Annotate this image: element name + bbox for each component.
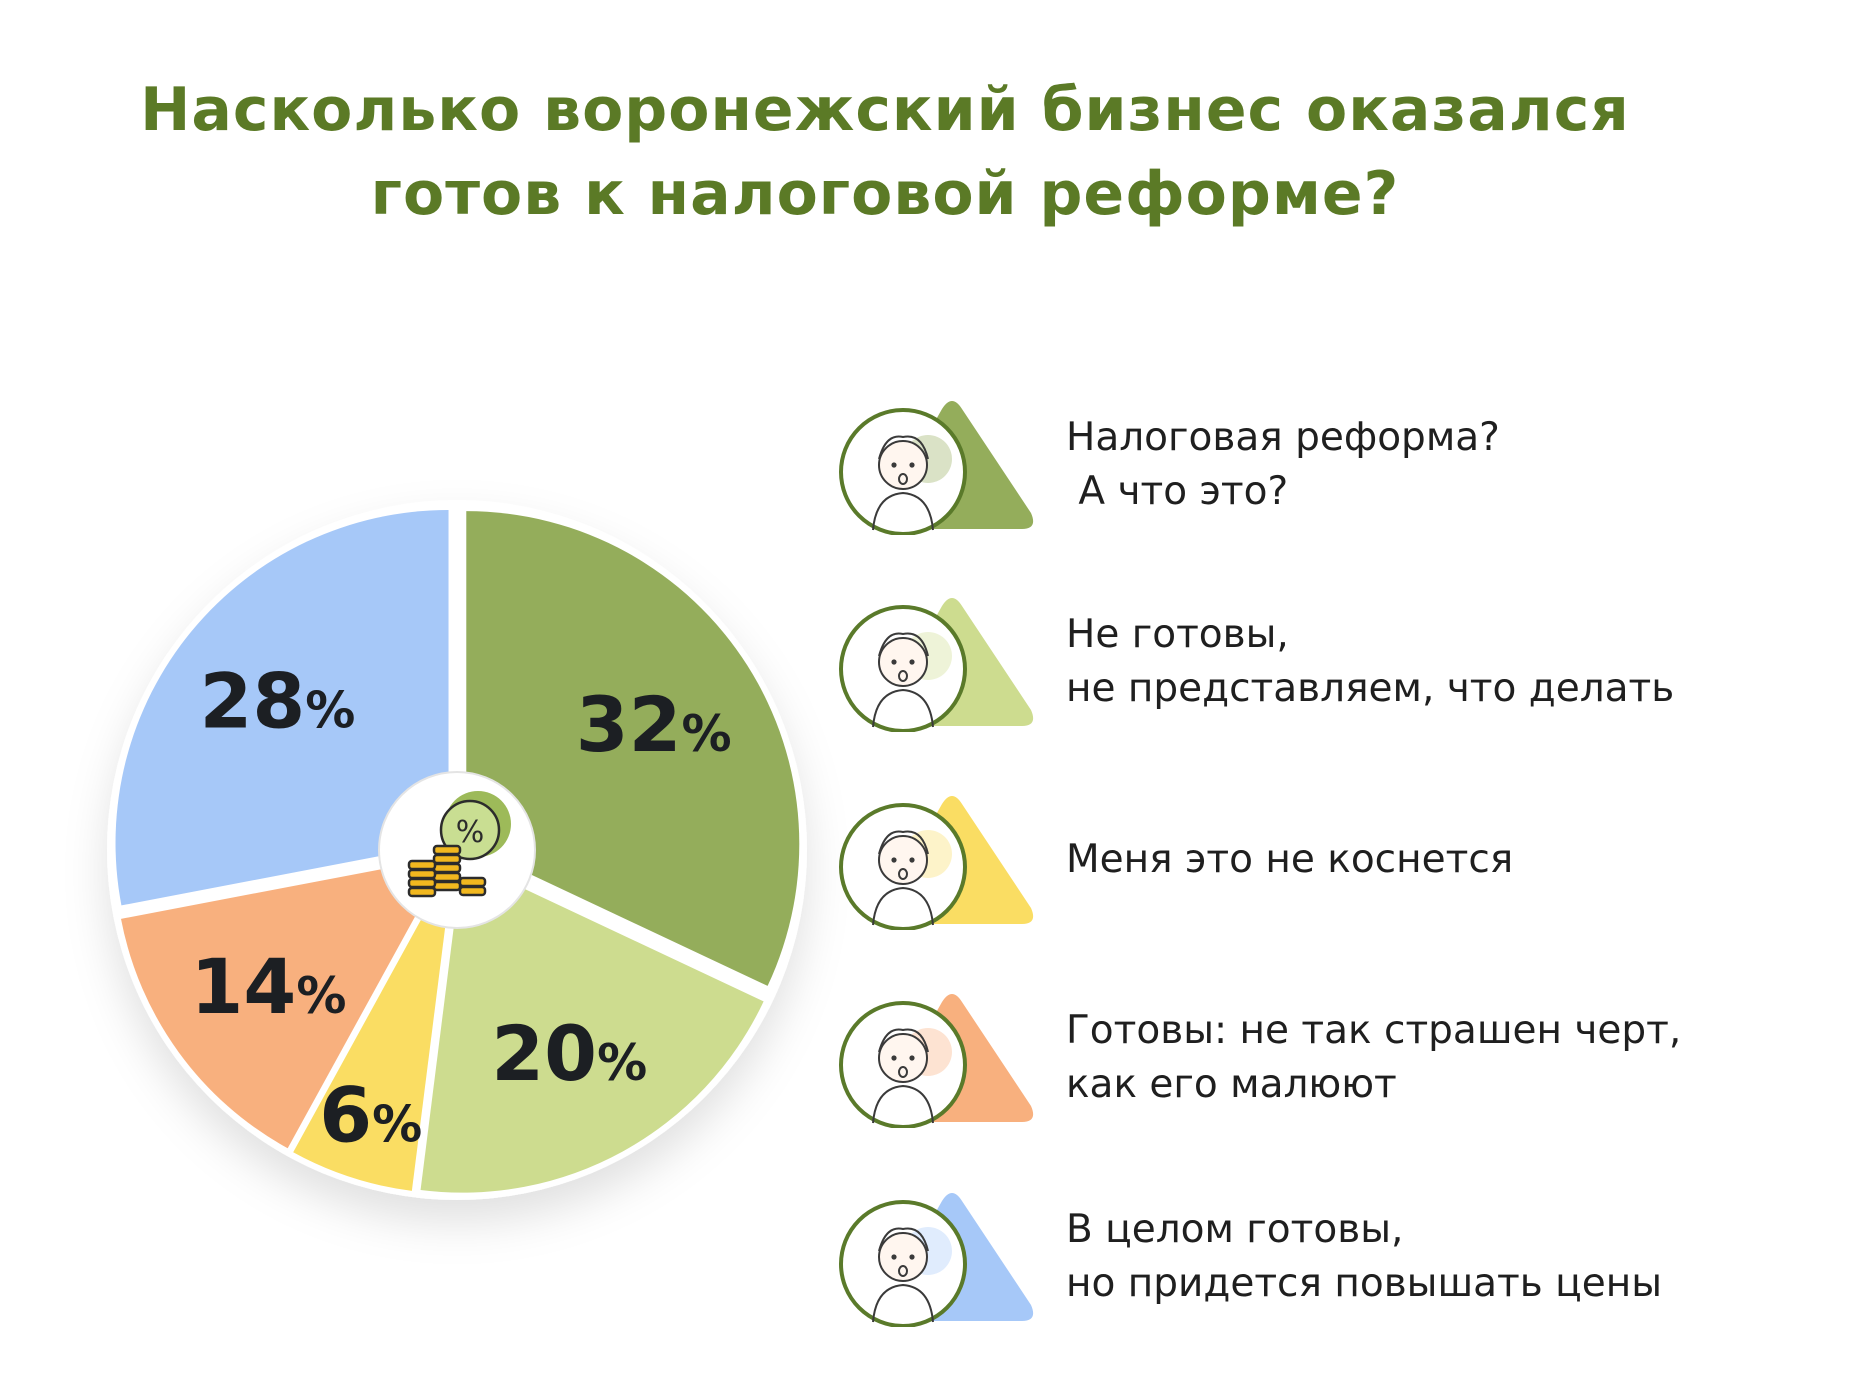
pie-slice-5 <box>115 509 449 906</box>
pie-slices <box>115 509 800 1193</box>
relaxed-boy-avatar-icon <box>839 1001 967 1128</box>
legend-label-4: Готовы: не так страшен черт, как его мал… <box>1066 1008 1682 1107</box>
pie-label-percent-sign: % <box>682 705 732 763</box>
pie-label-value: 20 <box>491 1009 597 1098</box>
stressed-person-avatar-icon <box>839 605 967 732</box>
chart-title-line-1: Насколько воронежский бизнес оказался <box>140 75 1630 145</box>
legend-item-4: Готовы: не так страшен черт, как его мал… <box>830 988 1840 1128</box>
pie-slice-4 <box>120 856 449 1149</box>
legend-avatar-5 <box>839 1193 1034 1327</box>
pie-labels: 32%20%6%14%28% <box>191 656 732 1159</box>
legend-item-2: Не готовы, не представляем, что делать <box>830 592 1840 732</box>
pie-label-value: 32 <box>576 680 682 769</box>
coins-percent-icon: % <box>378 771 536 929</box>
shocked-face-avatar-icon <box>839 408 967 535</box>
pie-label-3: 6% <box>319 1070 422 1159</box>
surprised-boy-avatar-icon <box>839 1200 967 1327</box>
indifferent-boy-avatar-icon <box>839 803 967 930</box>
legend-label-1: Налоговая реформа? А что это? <box>1066 415 1500 514</box>
pie-label-4: 14% <box>191 942 347 1031</box>
pie-label-percent-sign: % <box>305 681 355 739</box>
pie-label-2: 20% <box>491 1009 647 1098</box>
legend-avatar-3 <box>839 796 1034 930</box>
pie-label-value: 28 <box>200 656 306 745</box>
pie-slice-2 <box>420 859 764 1193</box>
pie-label-value: 6 <box>319 1070 372 1159</box>
legend-item-3: Меня это не коснется <box>830 790 1840 930</box>
pie-label-5: 28% <box>200 656 356 745</box>
pie-label-percent-sign: % <box>597 1034 647 1092</box>
chart-title-line-2: готов к налоговой реформе? <box>370 159 1400 229</box>
percent-symbol: % <box>456 815 485 850</box>
pie-label-percent-sign: % <box>372 1095 422 1153</box>
legend-avatar-2 <box>839 598 1034 732</box>
pie-slice-1 <box>466 511 800 986</box>
pie-label-percent-sign: % <box>296 967 346 1025</box>
legend-label-2: Не готовы, не представляем, что делать <box>1066 612 1675 711</box>
pie-label-value: 14 <box>191 942 297 1031</box>
legend-item-1: Налоговая реформа? А что это? <box>830 395 1840 535</box>
pie-slice-3 <box>293 860 454 1191</box>
legend-avatar-4 <box>839 994 1034 1128</box>
legend-item-5: В целом готовы, но придется повышать цен… <box>830 1187 1840 1327</box>
pie-label-1: 32% <box>576 680 732 769</box>
legend-avatar-1 <box>839 401 1034 535</box>
legend-label-5: В целом готовы, но придется повышать цен… <box>1066 1207 1662 1306</box>
legend-label-3: Меня это не коснется <box>1066 837 1514 882</box>
chart-title: Насколько воронежский бизнес оказался го… <box>0 68 1770 236</box>
